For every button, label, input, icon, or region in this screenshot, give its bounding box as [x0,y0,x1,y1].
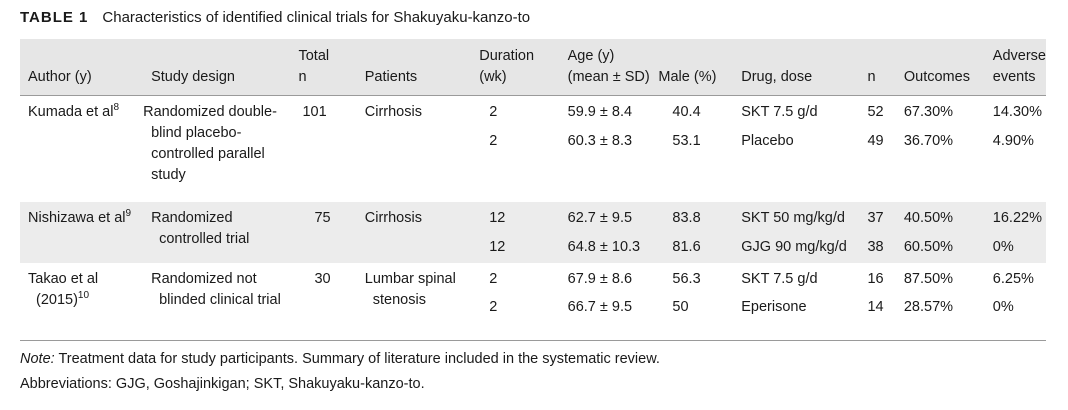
arm-outcomes: 67.30% [903,104,954,120]
arm-age: 62.7 ± 9.5 [567,202,659,229]
arm-adverse: 0% [992,229,1046,263]
arm-outcomes: 40.50% [903,202,993,229]
header-outcomes: Outcomes [903,39,993,96]
header-male: Male (%) [658,39,742,96]
table-header-row: Author (y) Study design Total n Patients … [20,39,1046,96]
arm-duration: 12 [479,229,568,263]
arm-male: 56.3 [672,271,701,287]
arm-n: 52 [867,104,884,120]
arm-n: 14 [867,299,884,315]
table-label: TABLE 1 [20,9,89,26]
arm-adverse: 16.22% [992,202,1046,229]
table-note: Note: Treatment data for study participa… [20,351,660,367]
header-author: Author (y) [20,39,152,96]
study-author: Nishizawa et al9 [20,202,152,263]
header-adverse: Adverse events [992,39,1046,96]
arm-outcomes: 60.50% [903,229,993,263]
arm-duration: 12 [479,202,568,229]
arm-male: 40.4 [672,104,701,120]
arm-drug: Eperisone [741,299,807,315]
table-row: Kumada et al8 Randomized double-blind pl… [20,96,1046,183]
trials-table: Author (y) Study design Total n Patients … [20,39,1046,324]
study-author: Takao et al (2015)10 [28,271,99,308]
arm-n: 16 [867,271,884,287]
arm-age: 67.9 ± 8.6 [567,271,633,287]
arm-duration: 2 [489,133,498,149]
header-duration: Duration (wk) [479,39,568,96]
arm-drug: SKT 50 mg/kg/d [741,202,868,229]
table-row: 2 60.3 ± 8.3 53.1 Placebo 49 36.70% 4.90… [20,123,1046,202]
study-design: Randomized double-blind placebo-controll… [143,104,277,183]
arm-duration: 2 [489,299,498,315]
study-patients: Cirrhosis [364,202,480,263]
arm-adverse: 0% [992,299,1014,315]
arm-drug: SKT 7.5 g/d [741,271,818,287]
arm-male: 50 [672,299,689,315]
arm-duration: 2 [489,104,498,120]
table-row: Nishizawa et al9 Randomized controlled t… [20,202,1046,263]
study-patients: Cirrhosis [364,104,422,120]
arm-duration: 2 [489,271,498,287]
header-patients: Patients [364,39,480,96]
arm-adverse: 4.90% [992,133,1034,149]
arm-outcomes: 87.50% [903,271,954,287]
study-total: 30 [314,271,331,287]
table-row: Takao et al (2015)10 Randomized not blin… [20,263,1046,308]
table-abbreviations: Abbreviations: GJG, Goshajinkigan; SKT, … [20,376,425,392]
table-bottom-rule [20,340,1046,341]
arm-drug: GJG 90 mg/kg/d [741,229,868,263]
study-author: Kumada et al8 [28,102,120,120]
arm-n: 37 [867,202,904,229]
table-row: 12 64.8 ± 10.3 81.6 GJG 90 mg/kg/d 38 60… [20,229,1046,263]
header-age: Age (y) (mean ± SD) [567,39,659,96]
header-drug: Drug, dose [741,39,868,96]
arm-drug: SKT 7.5 g/d [741,104,818,120]
header-design: Study design [151,39,299,96]
arm-age: 60.3 ± 8.3 [567,133,633,149]
header-n: n [867,39,904,96]
arm-n: 38 [867,229,904,263]
arm-outcomes: 28.57% [903,299,954,315]
arm-male: 83.8 [658,202,742,229]
table-row: 2 66.7 ± 9.5 50 Eperisone 14 28.57% 0% [20,290,1046,324]
arm-adverse: 14.30% [992,104,1042,120]
arm-male: 53.1 [672,133,701,149]
arm-age: 64.8 ± 10.3 [567,229,659,263]
table-title: Characteristics of identified clinical t… [102,9,531,26]
arm-outcomes: 36.70% [903,133,954,149]
arm-drug: Placebo [741,133,794,149]
arm-adverse: 6.25% [992,271,1034,287]
study-design: Randomized not blinded clinical trial [151,271,281,308]
arm-male: 81.6 [658,229,742,263]
study-patients: Lumbar spinal stenosis [364,271,456,308]
header-total: Total n [298,39,365,96]
study-total: 75 [298,202,365,263]
study-design: Randomized controlled trial [151,202,299,263]
arm-age: 59.9 ± 8.4 [567,104,633,120]
arm-n: 49 [867,133,884,149]
study-total: 101 [302,104,327,120]
arm-age: 66.7 ± 9.5 [567,299,633,315]
table-caption: TABLE 1 Characteristics of identified cli… [20,9,530,27]
